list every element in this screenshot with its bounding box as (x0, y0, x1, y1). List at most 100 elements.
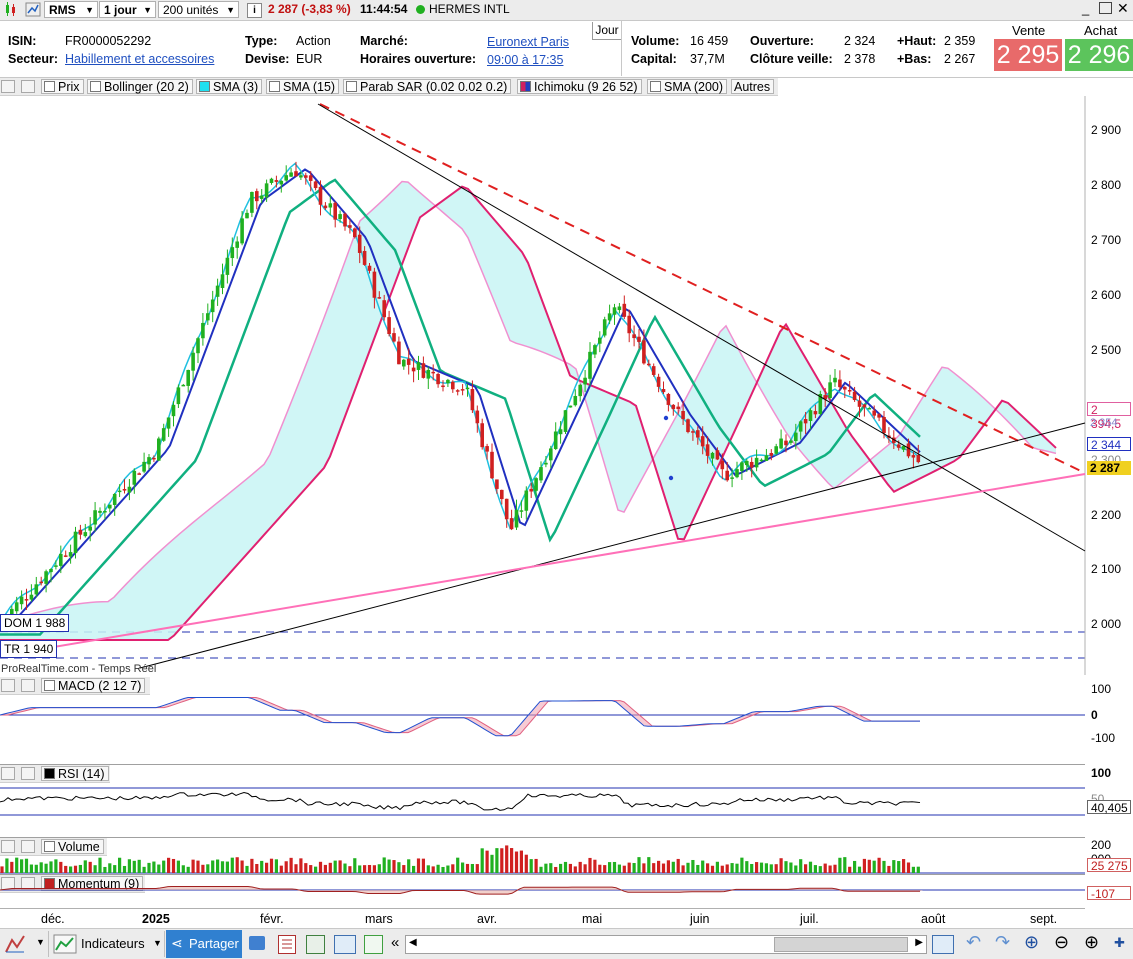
macd-signal-line (0, 696, 920, 737)
pink-support-line[interactable] (0, 473, 1086, 657)
black-support-line[interactable] (139, 422, 1086, 669)
volume-bar (289, 857, 293, 873)
list-icon[interactable] (278, 935, 296, 954)
rsi-chart[interactable] (0, 765, 1085, 837)
volume-bar (617, 864, 621, 873)
volume-bar (284, 861, 288, 873)
volume-bar (59, 861, 63, 873)
sma15-price-tag: 2 344 (1087, 437, 1131, 452)
volume-bar (608, 862, 612, 873)
momentum-line (0, 885, 920, 895)
candle-body (500, 489, 504, 500)
zoom-fit-icon[interactable]: ⊕ (1024, 932, 1040, 952)
volume-bar (367, 864, 372, 873)
chart-settings-icon[interactable] (25, 2, 41, 17)
zoom-in-icon[interactable]: ⊕ (1084, 932, 1100, 952)
chevron-down-icon: ▼ (143, 5, 152, 15)
panel-settings-button[interactable] (21, 767, 35, 780)
volume-chart[interactable] (0, 838, 1085, 874)
price-chart[interactable] (0, 78, 1133, 675)
dom-label[interactable]: DOM 1 988 (0, 614, 70, 632)
scroll-left-icon[interactable]: ◀ (409, 937, 417, 948)
redo-icon[interactable]: ↷ (995, 932, 1011, 952)
sar-dots (663, 415, 674, 481)
panel-settings-button[interactable] (21, 80, 35, 93)
horizontal-scrollbar[interactable]: ◀ ▶ (405, 935, 927, 954)
momentum-chart[interactable] (0, 875, 1085, 909)
indicator-macd[interactable]: MACD (2 12 7) (41, 678, 146, 693)
indicator-ichimoku[interactable]: Ichimoku (9 26 52) (517, 79, 642, 94)
candle-body (348, 225, 352, 228)
candle-body (519, 510, 524, 512)
scrollbar-thumb[interactable] (774, 937, 908, 952)
panel-collapse-button[interactable] (1, 767, 15, 780)
candle-body (460, 389, 465, 391)
order-icon[interactable] (306, 935, 325, 954)
share-button[interactable]: ⋖ Partager (166, 930, 242, 958)
candles (0, 161, 921, 632)
red-resistance-line[interactable] (319, 103, 1086, 474)
compare-icon[interactable] (334, 935, 356, 954)
more-options-icon[interactable]: ✚ (1114, 935, 1125, 950)
volume-bar (490, 854, 494, 873)
marche-link[interactable]: Euronext Paris (487, 35, 569, 49)
sar-dot (668, 475, 674, 481)
maximize-icon[interactable] (1099, 2, 1112, 14)
indicator-sma200[interactable]: SMA (200) (647, 79, 728, 94)
candle-body (558, 429, 563, 435)
draw-tools-icon[interactable] (4, 934, 26, 954)
volume-value-tag: 25 275 (1087, 858, 1131, 873)
candle-body (681, 410, 685, 420)
volume-bar (113, 865, 117, 873)
indicator-parab-sar[interactable]: Parab SAR (0.02 0.02 0.2) (343, 79, 512, 94)
indicator-sma15[interactable]: SMA (15) (266, 79, 340, 94)
zoom-out-icon[interactable]: ⊖ (1054, 932, 1070, 952)
candle-body (759, 459, 764, 462)
indicator-sma3[interactable]: SMA (3) (196, 79, 263, 94)
minimize-icon[interactable]: _ (1082, 1, 1090, 16)
undo-icon[interactable]: ↶ (966, 932, 982, 952)
close-icon[interactable]: ✕ (1117, 0, 1129, 16)
candle-body (838, 379, 842, 388)
sell-price-button[interactable]: 2 295 (994, 39, 1062, 71)
candle-body (308, 175, 313, 181)
month-label: déc. (41, 912, 65, 926)
jour-tab[interactable]: Jour (592, 22, 622, 40)
candle-body (529, 488, 533, 492)
volume-bar (24, 858, 29, 873)
panel-collapse-button[interactable] (1, 840, 15, 853)
period-select[interactable]: 1 jour ▼ (99, 1, 156, 18)
indicators-button[interactable]: Indicateurs ▼ (48, 931, 165, 957)
indicator-momentum[interactable]: Momentum (9) (41, 876, 144, 891)
info-icon[interactable]: i (247, 3, 262, 18)
indicator-prix[interactable]: Prix (41, 79, 84, 94)
indicator-bollinger[interactable]: Bollinger (20 2) (87, 79, 193, 94)
go-to-end-icon[interactable] (932, 935, 954, 954)
candle-body (196, 338, 200, 354)
horaires-link[interactable]: 09:00 à 17:35 (487, 53, 564, 67)
scroll-right-icon[interactable]: ▶ (915, 937, 923, 948)
black-resistance-line[interactable] (317, 103, 1086, 552)
panel-settings-button[interactable] (21, 679, 35, 692)
scroll-left-double-icon[interactable]: « (391, 934, 400, 951)
panel-settings-button[interactable] (21, 840, 35, 853)
candlestick-icon[interactable] (4, 2, 18, 17)
units-select[interactable]: 200 unités ▼ (158, 1, 239, 18)
indicator-volume[interactable]: Volume (41, 839, 104, 854)
chevron-down-icon[interactable]: ▼ (36, 937, 45, 947)
panel-collapse-button[interactable] (1, 679, 15, 692)
buy-price-button[interactable]: 2 296 (1065, 39, 1133, 71)
candle-body (34, 584, 39, 595)
macd-chart[interactable] (0, 676, 1085, 764)
secteur-link[interactable]: Habillement et accessoires (65, 52, 215, 66)
chat-icon[interactable] (249, 936, 265, 950)
autres-button[interactable]: Autres (731, 79, 775, 94)
panel-collapse-button[interactable] (1, 80, 15, 93)
chevron-down-icon: ▼ (85, 5, 94, 15)
backtest-icon[interactable] (364, 935, 383, 954)
symbol-select[interactable]: RMS ▼ (44, 1, 98, 18)
volume-bar (510, 848, 514, 873)
tr-label[interactable]: TR 1 940 (0, 640, 58, 658)
indicator-rsi[interactable]: RSI (14) (41, 766, 109, 781)
candle-body (813, 411, 818, 415)
